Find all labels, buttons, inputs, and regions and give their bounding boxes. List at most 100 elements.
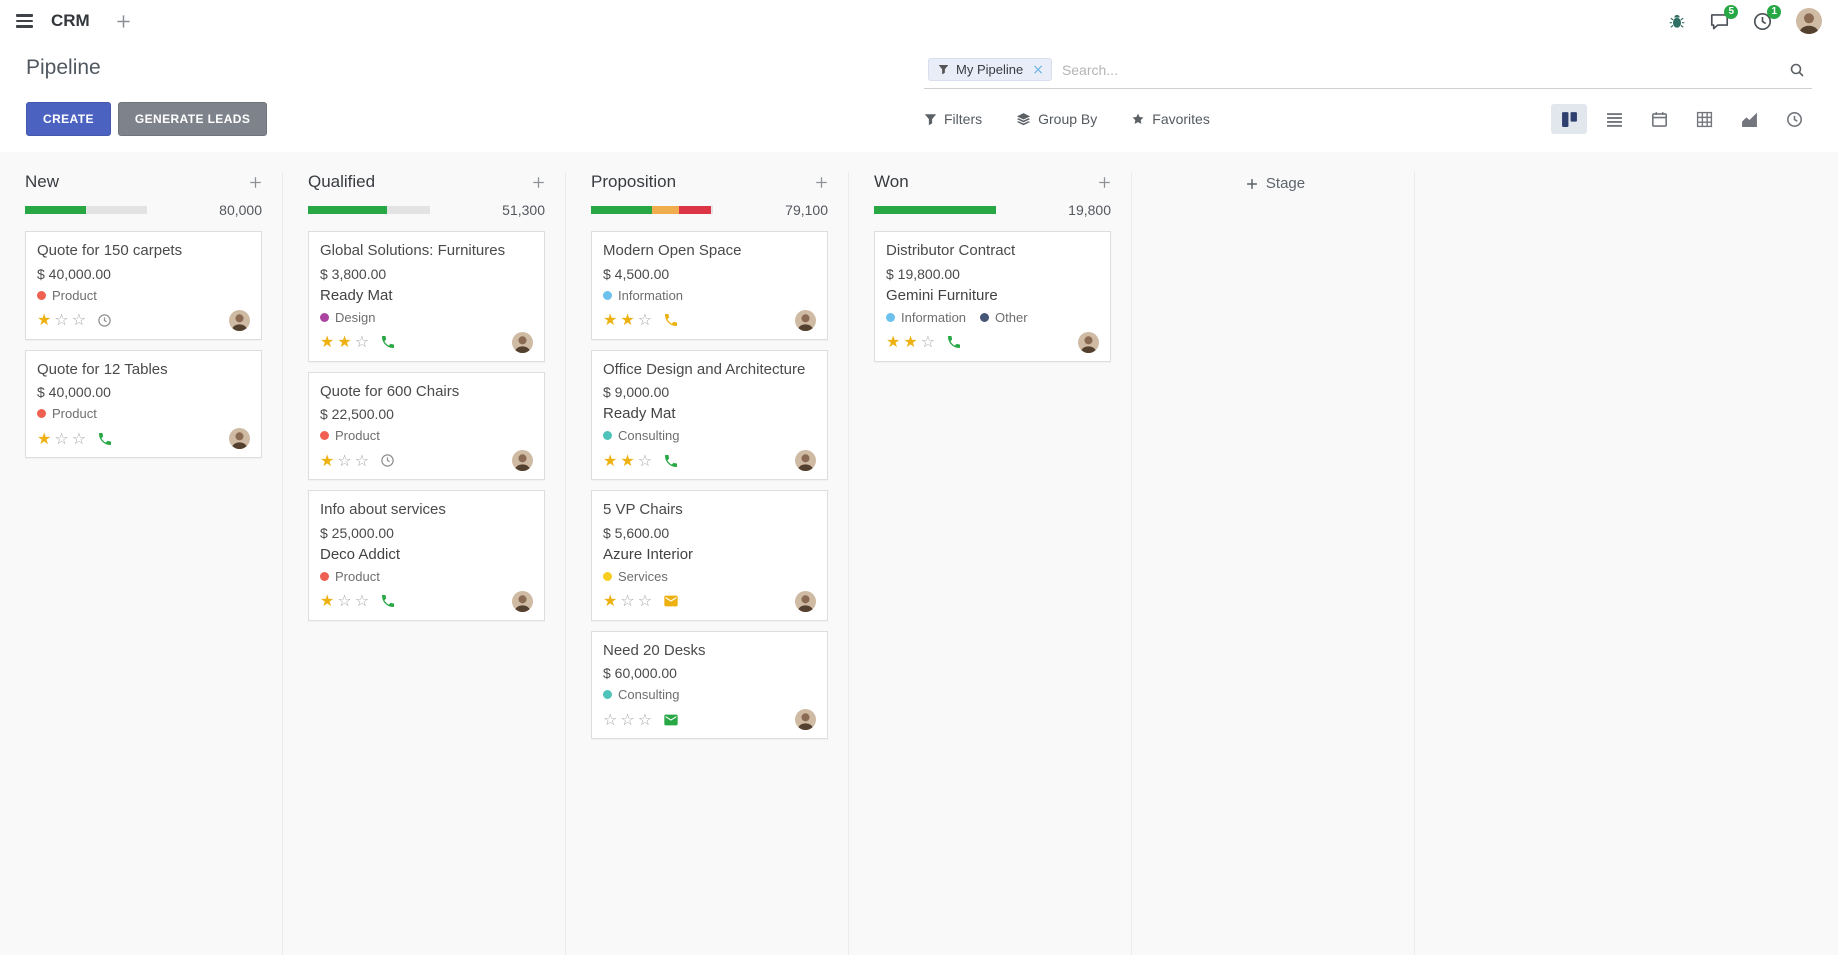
- facet-remove-icon[interactable]: ×: [1032, 61, 1044, 78]
- star-filled-icon[interactable]: ★: [903, 332, 918, 351]
- kanban-card[interactable]: 5 VP Chairs $ 5,600.00 Azure Interior Se…: [591, 490, 828, 621]
- kanban-card[interactable]: Modern Open Space $ 4,500.00 Information…: [591, 231, 828, 340]
- activities-icon[interactable]: 1: [1753, 4, 1781, 31]
- star-filled-icon[interactable]: ★: [603, 591, 618, 610]
- star-filled-icon[interactable]: ★: [37, 428, 52, 448]
- salesperson-avatar[interactable]: [795, 709, 816, 730]
- star-empty-icon[interactable]: ☆: [54, 310, 69, 329]
- star-filled-icon[interactable]: ★: [886, 332, 901, 351]
- star-filled-icon[interactable]: ★: [320, 591, 335, 610]
- generate-leads-button[interactable]: GENERATE LEADS: [117, 102, 268, 136]
- star-filled-icon[interactable]: ★: [620, 310, 635, 329]
- star-empty-icon[interactable]: ☆: [637, 310, 653, 329]
- card-amount: $ 60,000.00: [603, 665, 677, 681]
- salesperson-avatar[interactable]: [795, 590, 816, 612]
- star-empty-icon[interactable]: ☆: [354, 332, 370, 351]
- envelope-icon[interactable]: [663, 712, 679, 728]
- kanban-card[interactable]: Global Solutions: Furnitures $ 3,800.00 …: [308, 231, 545, 362]
- messages-icon[interactable]: 5: [1710, 4, 1738, 31]
- star-empty-icon[interactable]: ☆: [337, 450, 352, 470]
- star-empty-icon[interactable]: ☆: [71, 310, 87, 329]
- clock-icon[interactable]: [380, 453, 395, 468]
- kanban-card[interactable]: Quote for 12 Tables $ 40,000.00 Product …: [25, 349, 262, 458]
- pivot-view-button[interactable]: [1686, 104, 1722, 134]
- star-filled-icon[interactable]: ★: [37, 310, 52, 329]
- app-name[interactable]: CRM: [51, 11, 90, 30]
- star-empty-icon[interactable]: ☆: [337, 591, 352, 610]
- kanban-card[interactable]: Info about services $ 25,000.00 Deco Add…: [308, 490, 545, 621]
- star-empty-icon[interactable]: ☆: [54, 428, 69, 448]
- progress-segment[interactable]: [652, 206, 679, 214]
- star-filled-icon[interactable]: ★: [620, 450, 635, 470]
- progress-segment[interactable]: [308, 206, 388, 214]
- star-empty-icon[interactable]: ☆: [71, 428, 87, 448]
- star-empty-icon[interactable]: ☆: [354, 450, 370, 470]
- search-facet[interactable]: My Pipeline ×: [928, 58, 1052, 81]
- card-tags: Information Other: [886, 310, 1099, 325]
- phone-icon[interactable]: [380, 593, 396, 609]
- salesperson-avatar[interactable]: [229, 428, 250, 449]
- star-filled-icon[interactable]: ★: [603, 310, 618, 329]
- quick-add-icon[interactable]: [532, 176, 545, 189]
- kanban-view-button[interactable]: [1551, 104, 1587, 134]
- phone-icon[interactable]: [663, 453, 679, 469]
- quick-add-icon[interactable]: [249, 176, 262, 189]
- star-empty-icon[interactable]: ☆: [637, 709, 653, 729]
- search-icon[interactable]: [1789, 62, 1808, 78]
- graph-view-button[interactable]: [1731, 104, 1767, 134]
- star-filled-icon[interactable]: ★: [320, 332, 335, 351]
- star-empty-icon[interactable]: ☆: [603, 709, 618, 729]
- kanban-card[interactable]: Office Design and Architecture $ 9,000.0…: [591, 349, 828, 480]
- column-progressbar[interactable]: [874, 206, 996, 214]
- column-progressbar[interactable]: [25, 206, 147, 214]
- user-avatar[interactable]: [1796, 8, 1822, 34]
- column-progressbar[interactable]: [308, 206, 430, 214]
- search-input[interactable]: [1051, 61, 1789, 78]
- star-filled-icon[interactable]: ★: [337, 332, 352, 351]
- star-filled-icon[interactable]: ★: [320, 450, 335, 470]
- favorites-button[interactable]: Favorites: [1131, 111, 1210, 127]
- add-stage-button[interactable]: Stage: [1246, 175, 1305, 192]
- progress-segment[interactable]: [874, 206, 996, 214]
- salesperson-avatar[interactable]: [795, 450, 816, 471]
- phone-icon[interactable]: [380, 334, 396, 350]
- salesperson-avatar[interactable]: [512, 590, 533, 612]
- quick-add-icon[interactable]: [1098, 176, 1111, 189]
- bug-icon[interactable]: [1668, 12, 1686, 30]
- column-progressbar[interactable]: [591, 206, 713, 214]
- star-empty-icon[interactable]: ☆: [620, 591, 635, 610]
- progress-segment[interactable]: [25, 206, 86, 214]
- group-by-button[interactable]: Group By: [1016, 111, 1097, 127]
- calendar-icon: [1651, 111, 1667, 127]
- salesperson-avatar[interactable]: [512, 331, 533, 353]
- filters-button[interactable]: Filters: [924, 111, 982, 127]
- activity-view-button[interactable]: [1776, 104, 1812, 134]
- create-button[interactable]: CREATE: [26, 102, 111, 136]
- list-view-button[interactable]: [1596, 104, 1632, 134]
- calendar-view-button[interactable]: [1641, 104, 1677, 134]
- plus-icon[interactable]: [116, 14, 131, 29]
- star-empty-icon[interactable]: ☆: [637, 450, 653, 470]
- kanban-card[interactable]: Need 20 Desks $ 60,000.00 Consulting ☆ ☆ ☆: [591, 630, 828, 739]
- kanban-card[interactable]: Quote for 600 Chairs $ 22,500.00 Product…: [308, 371, 545, 480]
- kanban-card[interactable]: Quote for 150 carpets $ 40,000.00 Produc…: [25, 231, 262, 340]
- phone-icon[interactable]: [946, 334, 962, 350]
- star-empty-icon[interactable]: ☆: [354, 591, 370, 610]
- star-filled-icon[interactable]: ★: [603, 450, 618, 470]
- kanban-card[interactable]: Distributor Contract $ 19,800.00 Gemini …: [874, 231, 1111, 362]
- phone-icon[interactable]: [97, 431, 113, 447]
- salesperson-avatar[interactable]: [229, 309, 250, 331]
- star-empty-icon[interactable]: ☆: [920, 332, 936, 351]
- clock-icon[interactable]: [97, 313, 112, 328]
- salesperson-avatar[interactable]: [795, 309, 816, 331]
- salesperson-avatar[interactable]: [512, 450, 533, 471]
- apps-menu-icon[interactable]: [12, 9, 37, 32]
- phone-icon[interactable]: [663, 312, 679, 328]
- star-empty-icon[interactable]: ☆: [637, 591, 653, 610]
- progress-segment[interactable]: [678, 206, 711, 214]
- salesperson-avatar[interactable]: [1078, 331, 1099, 353]
- envelope-icon[interactable]: [663, 593, 679, 609]
- star-empty-icon[interactable]: ☆: [620, 709, 635, 729]
- progress-segment[interactable]: [591, 206, 652, 214]
- quick-add-icon[interactable]: [815, 176, 828, 189]
